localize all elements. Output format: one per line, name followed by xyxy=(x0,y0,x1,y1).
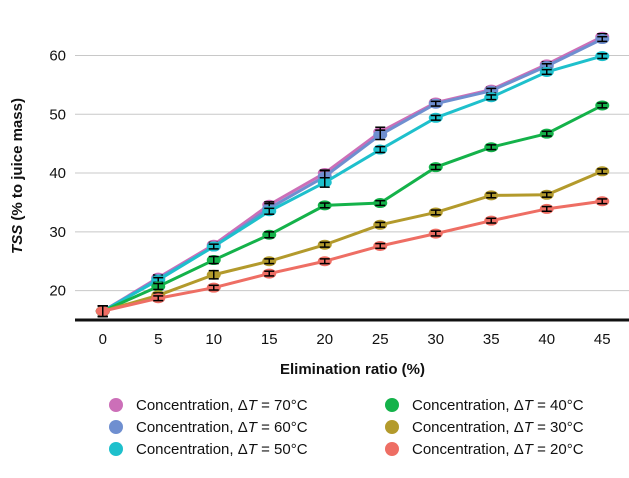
legend-item: Concentration, ΔT = 20°C xyxy=(385,441,584,458)
series-line xyxy=(102,104,603,313)
x-tick-label: 45 xyxy=(594,331,611,348)
legend-label: Concentration, ΔT = 30°C xyxy=(412,419,584,436)
legend-label-prefix: Concentration, Δ xyxy=(136,419,248,436)
legend-label-suffix: = 60°C xyxy=(257,419,308,436)
legend-label: Concentration, ΔT = 50°C xyxy=(136,441,308,458)
legend-label-suffix: = 20°C xyxy=(533,441,584,458)
y-axis-title: TSS (% to juice mass) xyxy=(9,98,26,254)
x-tick-label: 40 xyxy=(538,331,555,348)
legend-item: Concentration, ΔT = 50°C xyxy=(109,441,308,458)
x-axis-title: Elimination ratio (%) xyxy=(280,361,425,378)
y-axis-title-rest: (% to juice mass) xyxy=(9,98,26,225)
x-tick-label: 20 xyxy=(316,331,333,348)
legend-label-variable: T xyxy=(524,441,535,458)
series-line xyxy=(102,169,603,313)
legend-marker xyxy=(385,398,399,412)
series-1 xyxy=(95,34,610,318)
series-layer xyxy=(95,31,610,318)
legend-item: Concentration, ΔT = 70°C xyxy=(109,397,308,414)
y-tick-label: 60 xyxy=(49,48,66,65)
legend-marker xyxy=(109,442,123,456)
y-tick-label: 20 xyxy=(49,283,66,300)
legend-label-suffix: = 30°C xyxy=(533,419,584,436)
legend-label-variable: T xyxy=(524,397,535,414)
legend-label-prefix: Concentration, Δ xyxy=(136,397,248,414)
legend-marker xyxy=(109,420,123,434)
x-tick-label: 35 xyxy=(483,331,500,348)
legend-marker xyxy=(385,442,399,456)
legend-label-prefix: Concentration, Δ xyxy=(412,441,524,458)
legend-label-prefix: Concentration, Δ xyxy=(412,419,524,436)
series-line xyxy=(102,199,603,313)
y-tick-label: 50 xyxy=(49,106,66,123)
legend-item: Concentration, ΔT = 40°C xyxy=(385,397,584,414)
series-0 xyxy=(95,31,610,318)
legend-marker xyxy=(109,398,123,412)
y-tick-label: 30 xyxy=(49,224,66,241)
series-line xyxy=(102,54,603,313)
legend-label-prefix: Concentration, Δ xyxy=(136,441,248,458)
series-4 xyxy=(95,166,610,318)
legend-marker xyxy=(385,420,399,434)
legend-label-suffix: = 50°C xyxy=(257,441,308,458)
y-tick-label: 40 xyxy=(49,165,66,182)
legend-label: Concentration, ΔT = 20°C xyxy=(412,441,584,458)
legend-label-suffix: = 40°C xyxy=(533,397,584,414)
series-2 xyxy=(95,51,610,318)
x-tick-labels: 0 5 10 15 20 25 30 35 40 45 xyxy=(99,331,611,348)
y-axis-title-italic: TSS xyxy=(9,225,26,254)
legend-label: Concentration, ΔT = 40°C xyxy=(412,397,584,414)
x-tick-label: 5 xyxy=(154,331,162,348)
legend-label-suffix: = 70°C xyxy=(257,397,308,414)
series-3 xyxy=(95,100,610,318)
series-5 xyxy=(95,196,610,318)
x-tick-label: 0 xyxy=(99,331,107,348)
x-tick-label: 25 xyxy=(372,331,389,348)
x-tick-label: 30 xyxy=(427,331,444,348)
legend-label-variable: T xyxy=(248,419,259,436)
legend-item: Concentration, ΔT = 30°C xyxy=(385,419,584,436)
legend-label-variable: T xyxy=(248,441,259,458)
y-tick-labels: 20 30 40 50 60 xyxy=(49,48,66,300)
legend-label: Concentration, ΔT = 70°C xyxy=(136,397,308,414)
legend-label-prefix: Concentration, Δ xyxy=(412,397,524,414)
legend-label-variable: T xyxy=(248,397,259,414)
legend-item: Concentration, ΔT = 60°C xyxy=(109,419,308,436)
x-tick-label: 10 xyxy=(205,331,222,348)
legend-label: Concentration, ΔT = 60°C xyxy=(136,419,308,436)
legend-label-variable: T xyxy=(524,419,535,436)
x-tick-label: 15 xyxy=(261,331,278,348)
gridlines xyxy=(75,55,629,292)
